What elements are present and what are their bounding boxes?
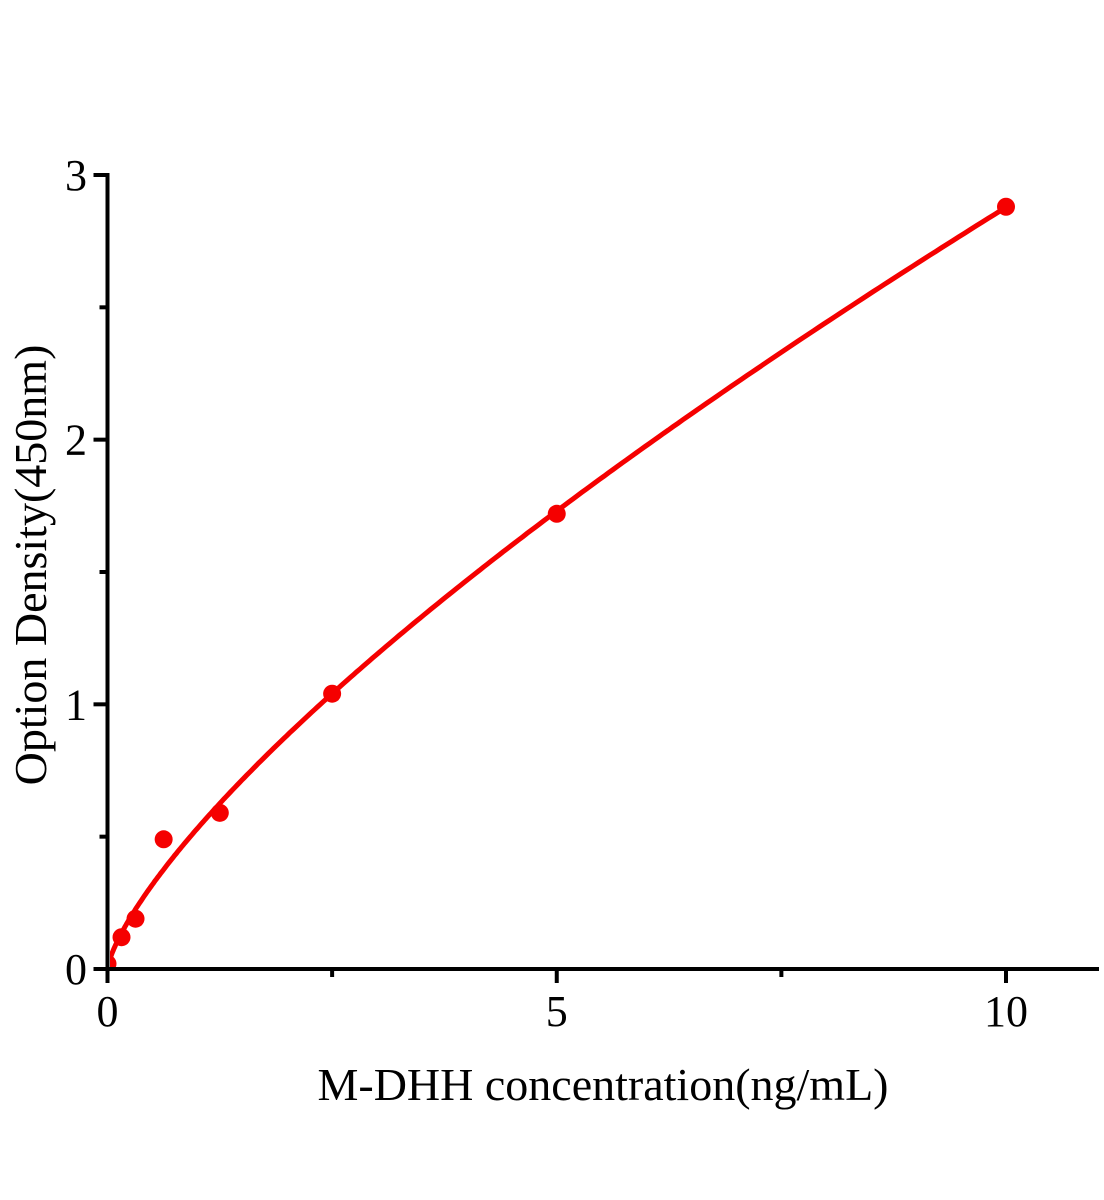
data-point xyxy=(154,830,173,849)
data-point xyxy=(112,928,131,947)
fit-curve-line xyxy=(110,204,1009,967)
data-point xyxy=(210,803,229,822)
data-point xyxy=(126,909,145,928)
y-tick-label: 1 xyxy=(65,680,87,729)
data-point xyxy=(323,684,342,703)
x-tick-label: 5 xyxy=(546,987,568,1036)
x-tick-label: 10 xyxy=(984,987,1028,1036)
data-point xyxy=(110,955,117,967)
y-axis-title: Option Density(450nm) xyxy=(5,345,56,786)
y-tick-label: 2 xyxy=(65,416,87,465)
data-point xyxy=(547,504,566,523)
y-tick-label: 0 xyxy=(65,945,87,994)
x-tick-label: 0 xyxy=(97,987,119,1036)
y-tick-label: 3 xyxy=(65,151,87,200)
axis-tick-labels: 0 5 10 0 1 2 3 xyxy=(65,151,1028,1036)
x-axis-title: M-DHH concentration(ng/mL) xyxy=(317,1059,888,1110)
axis-ticks xyxy=(93,172,1008,983)
data-points-group xyxy=(110,197,1015,967)
data-point xyxy=(997,197,1015,216)
